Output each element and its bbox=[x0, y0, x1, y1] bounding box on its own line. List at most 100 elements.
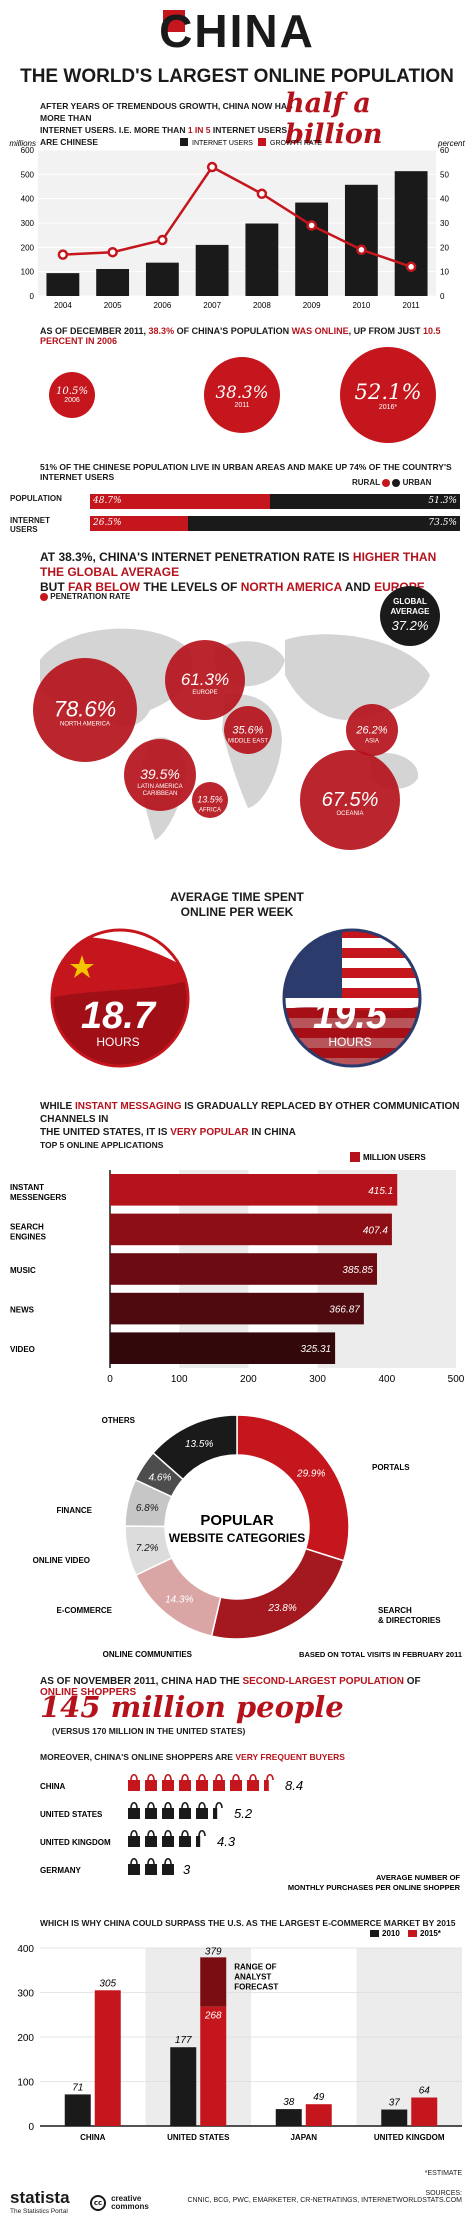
frequent-text: MOREOVER, CHINA'S ONLINE SHOPPERS ARE VE… bbox=[40, 1752, 345, 1762]
ecom-value-2010: 71 bbox=[72, 2082, 83, 2093]
ecom-y-tick: 200 bbox=[17, 2033, 34, 2044]
region-name: ASIA bbox=[365, 738, 379, 744]
donut-slice-name: PORTALS bbox=[372, 1463, 410, 1472]
page-title: CHINA bbox=[0, 4, 474, 58]
shopping-bag-icon bbox=[179, 1773, 191, 1791]
apps-value-label: 407.4 bbox=[363, 1225, 388, 1236]
users-chart: 0 100 200 300 400 500 600 0 10 20 30 40 50 60 millions… bbox=[9, 138, 465, 310]
bag-body bbox=[145, 1864, 157, 1875]
page-subtitle: THE WORLD'S LARGEST ONLINE POPULATION bbox=[20, 66, 454, 87]
urban-legend: RURAL URBAN bbox=[352, 478, 432, 487]
apps-bar bbox=[110, 1292, 364, 1325]
apps-x-tick: 200 bbox=[240, 1374, 257, 1385]
shopping-bag-icon bbox=[247, 1773, 259, 1791]
shopping-bag-icon bbox=[230, 1773, 242, 1791]
ecom-value-2015: 268 bbox=[204, 2011, 222, 2022]
users-bar bbox=[46, 273, 80, 296]
shopping-bag-icon bbox=[196, 1801, 208, 1819]
shopping-bag-icon bbox=[213, 1773, 225, 1791]
continent-shape bbox=[285, 634, 430, 720]
china-star-icon bbox=[70, 955, 94, 978]
usa-hours-value: 19.5 bbox=[313, 995, 388, 1037]
bag-body bbox=[145, 1808, 157, 1819]
users-left-tick: 200 bbox=[21, 243, 35, 252]
bag-handle bbox=[164, 1857, 172, 1865]
bag-handle bbox=[232, 1773, 240, 1781]
region-bubble: 67.5%OCEANIA bbox=[300, 750, 400, 850]
purchases-note-a: AVERAGE NUMBER OF bbox=[376, 1873, 460, 1882]
users-left-tick: 600 bbox=[21, 146, 35, 155]
users-right-tick: 30 bbox=[440, 219, 449, 228]
china-hours-value: 18.7 bbox=[81, 995, 157, 1037]
apps-x-tick: 500 bbox=[448, 1374, 465, 1385]
ecom-bar-2015 bbox=[411, 2097, 438, 2126]
usa-ring bbox=[282, 928, 422, 1068]
shopping-bag-icon bbox=[162, 1773, 174, 1791]
region-circle bbox=[346, 704, 398, 756]
users-x-tick: 2008 bbox=[253, 301, 271, 310]
global-average-label-a: GLOBAL bbox=[393, 597, 427, 606]
region-name: MIDDLE EAST bbox=[228, 738, 268, 744]
shoppers-text: AS OF NOVEMBER 2011, CHINA HAD THE SECON… bbox=[40, 1676, 421, 1698]
china-ring bbox=[50, 928, 190, 1068]
purchases-chart: CHINA 8.4 UNITED STATES 5.2 UNITED KINGDOM 4.… bbox=[40, 1773, 461, 1892]
apps-category-label: VIDEO bbox=[10, 1345, 35, 1354]
region-bubble: 61.3%EUROPE bbox=[165, 640, 245, 720]
purchases-note-b: MONTHLY PURCHASES PER ONLINE SHOPPER bbox=[288, 1883, 461, 1892]
bag-body bbox=[128, 1808, 140, 1819]
donut-slice-name: SEARCH bbox=[378, 1606, 412, 1615]
donut-slice-value: 14.3% bbox=[165, 1595, 193, 1606]
region-name: NORTH AMERICA bbox=[60, 722, 110, 728]
bag-body bbox=[162, 1808, 174, 1819]
users-x-tick: 2006 bbox=[153, 301, 171, 310]
bag-body bbox=[128, 1836, 140, 1847]
region-value: 39.5% bbox=[140, 766, 180, 782]
apps-value-label: 325.31 bbox=[301, 1344, 332, 1355]
ecom-value-2015: 49 bbox=[313, 2092, 325, 2103]
ecom-x-tick: JAPAN bbox=[290, 2133, 317, 2142]
bag-body bbox=[145, 1780, 157, 1791]
china-hours-unit: HOURS bbox=[96, 1035, 139, 1049]
shopping-bag-icon bbox=[162, 1801, 174, 1819]
ecom-value-2010: 37 bbox=[389, 2098, 401, 2109]
apps-category-label: NEWS bbox=[10, 1306, 35, 1315]
online-circle-label: 2006 bbox=[64, 397, 80, 404]
purchases-value: 4.3 bbox=[217, 1834, 236, 1849]
bag-body bbox=[196, 1836, 201, 1847]
users-bar bbox=[344, 184, 378, 296]
purchases-value: 5.2 bbox=[234, 1806, 253, 1821]
region-name: OCEANIA bbox=[336, 811, 363, 817]
bag-handle bbox=[147, 1801, 155, 1809]
ecom-range-label-b: ANALYST bbox=[234, 1972, 271, 1981]
purchases-country-label: UNITED KINGDOM bbox=[40, 1838, 111, 1847]
ecom-x-tick: CHINA bbox=[80, 2133, 106, 2142]
ecom-legend-2010: 2010 bbox=[382, 1930, 400, 1938]
users-right-tick: 20 bbox=[440, 243, 449, 252]
usa-fold bbox=[284, 1005, 420, 1066]
users-left-tick: 100 bbox=[21, 268, 35, 277]
region-value: 26.2% bbox=[355, 724, 387, 736]
donut-slice-name: ONLINE COMMUNITIES bbox=[103, 1650, 193, 1659]
shopping-bag-icon bbox=[196, 1829, 206, 1847]
users-legend-swatch bbox=[180, 138, 188, 146]
ecom-bar-2010 bbox=[170, 2047, 197, 2126]
footer-estimate: *ESTIMATE bbox=[424, 2170, 462, 2177]
bag-handle bbox=[164, 1773, 172, 1781]
growth-point bbox=[57, 249, 69, 260]
bag-body bbox=[213, 1808, 218, 1819]
shopping-bag-icon bbox=[162, 1829, 174, 1847]
donut-slice-name: ONLINE VIDEO bbox=[33, 1556, 90, 1565]
apps-category-label-b: MESSENGERS bbox=[10, 1193, 67, 1202]
urban-bars: POPULATION 48.7% 51.3% INTERNET USERS 26.5% 73… bbox=[0, 494, 474, 544]
ecom-bar-2010 bbox=[64, 2094, 91, 2126]
bag-handle bbox=[130, 1829, 138, 1837]
users-right-tick: 0 bbox=[440, 292, 445, 301]
users-right-tick: 40 bbox=[440, 195, 449, 204]
ecommerce-text: WHICH IS WHY CHINA COULD SURPASS THE U.S… bbox=[40, 1918, 456, 1928]
donut-title-a: POPULAR bbox=[200, 1512, 274, 1529]
region-circle bbox=[124, 739, 196, 811]
bag-body bbox=[179, 1780, 191, 1791]
bag-handle bbox=[215, 1801, 223, 1809]
region-bubble: 78.6%NORTH AMERICA bbox=[33, 658, 137, 762]
